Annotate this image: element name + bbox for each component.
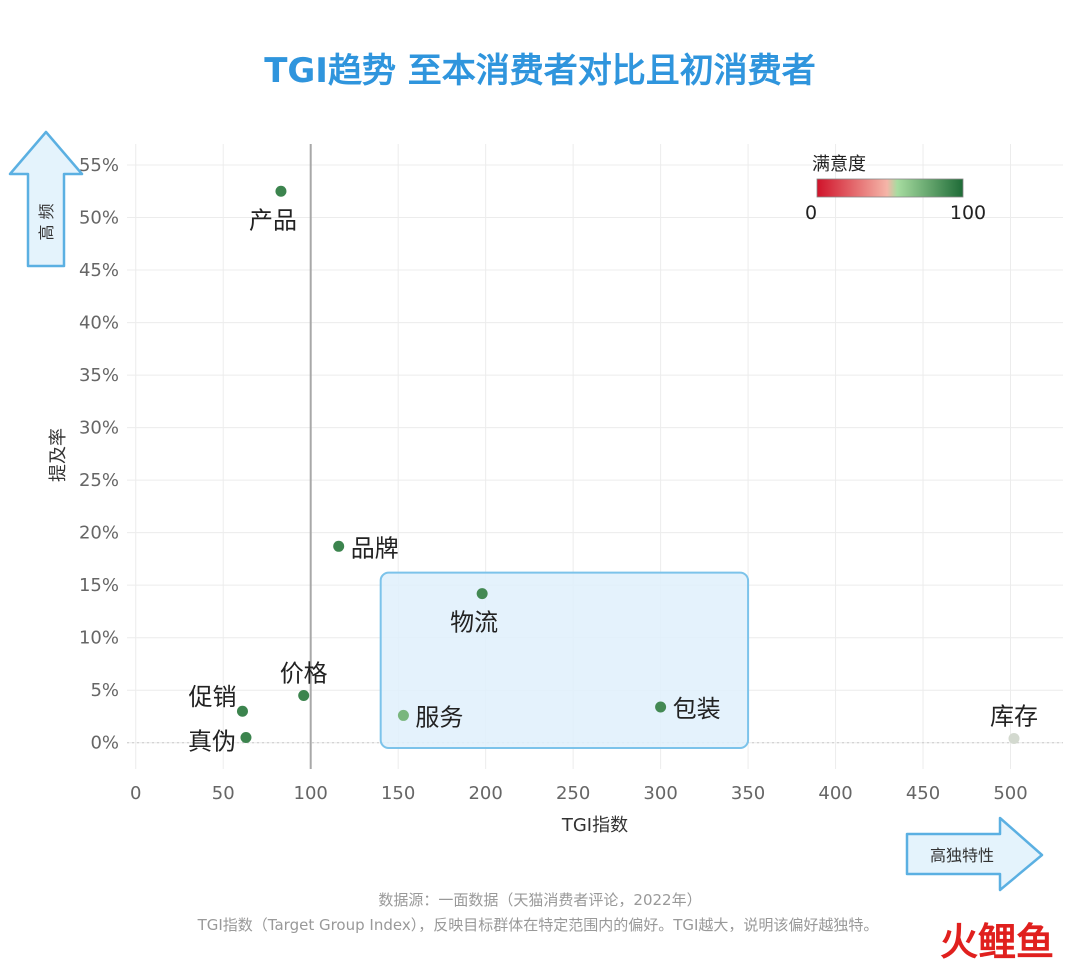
scatter-point — [655, 701, 667, 713]
x-tick-label: 50 — [212, 783, 235, 804]
y-tick-label: 0% — [90, 733, 119, 754]
up-arrow-label: 高 频 — [37, 203, 56, 240]
point-label: 品牌 — [351, 534, 399, 562]
y-tick-label: 30% — [79, 418, 119, 439]
scatter-point — [397, 709, 409, 721]
legend-title: 满意度 — [812, 154, 866, 175]
scatter-point — [1008, 733, 1020, 745]
x-tick-label: 300 — [643, 783, 677, 804]
right-arrow: 高独特性 — [905, 816, 1044, 892]
scatter-point — [275, 185, 287, 197]
up-arrow: 高 频 — [8, 130, 84, 268]
scatter-point — [236, 705, 248, 717]
scatter-point — [298, 689, 310, 701]
x-tick-label: 250 — [556, 783, 590, 804]
footer-note: TGI指数（Target Group Index），反映目标群体在特定范围内的偏… — [197, 916, 879, 934]
y-tick-label: 15% — [79, 575, 119, 596]
y-tick-label: 20% — [79, 523, 119, 544]
scatter-point — [476, 588, 488, 600]
x-tick-label: 0 — [130, 783, 141, 804]
point-label: 物流 — [450, 609, 498, 637]
y-tick-label: 10% — [79, 628, 119, 649]
y-axis-label: 提及率 — [48, 428, 69, 482]
legend-color-bar — [816, 178, 964, 198]
point-label: 库存 — [990, 703, 1038, 731]
point-label: 服务 — [415, 703, 463, 731]
y-tick-label: 5% — [90, 680, 119, 701]
legend: 满意度 0 100 — [805, 154, 986, 224]
y-axis-ticks: 0% 5% 10% 15% 20% 25% 30% 35% 40% 45% 50% 55% — [79, 155, 119, 754]
legend-max-label: 100 — [950, 202, 986, 224]
x-tick-label: 500 — [993, 783, 1027, 804]
brand-logo: 火鲤鱼 — [940, 920, 1054, 964]
x-tick-label: 200 — [468, 783, 502, 804]
scatter-point — [333, 540, 345, 552]
y-tick-label: 55% — [79, 155, 119, 176]
y-tick-label: 45% — [79, 260, 119, 281]
x-tick-label: 150 — [381, 783, 415, 804]
legend-min-label: 0 — [805, 202, 817, 224]
scatter-point — [240, 731, 252, 743]
point-label: 价格 — [280, 659, 328, 687]
footer-source: 数据源：一面数据（天猫消费者评论，2022年） — [378, 891, 701, 909]
point-label: 产品 — [249, 206, 297, 234]
point-label: 促销 — [188, 683, 236, 711]
y-tick-label: 35% — [79, 365, 119, 386]
y-tick-label: 40% — [79, 313, 119, 334]
point-label: 包装 — [673, 695, 721, 723]
x-axis-ticks: 0 50 100 150 200 250 300 350 400 450 500 — [130, 783, 1028, 804]
x-axis-label: TGI指数 — [561, 815, 628, 836]
right-arrow-label: 高独特性 — [930, 846, 994, 865]
point-label: 真伪 — [188, 727, 236, 755]
y-tick-label: 25% — [79, 470, 119, 491]
x-tick-label: 100 — [294, 783, 328, 804]
chart-title: TGI趋势 至本消费者对比且初消费者 — [264, 51, 816, 91]
x-tick-label: 400 — [818, 783, 852, 804]
x-tick-label: 450 — [906, 783, 940, 804]
x-tick-label: 350 — [731, 783, 765, 804]
y-tick-label: 50% — [79, 208, 119, 229]
